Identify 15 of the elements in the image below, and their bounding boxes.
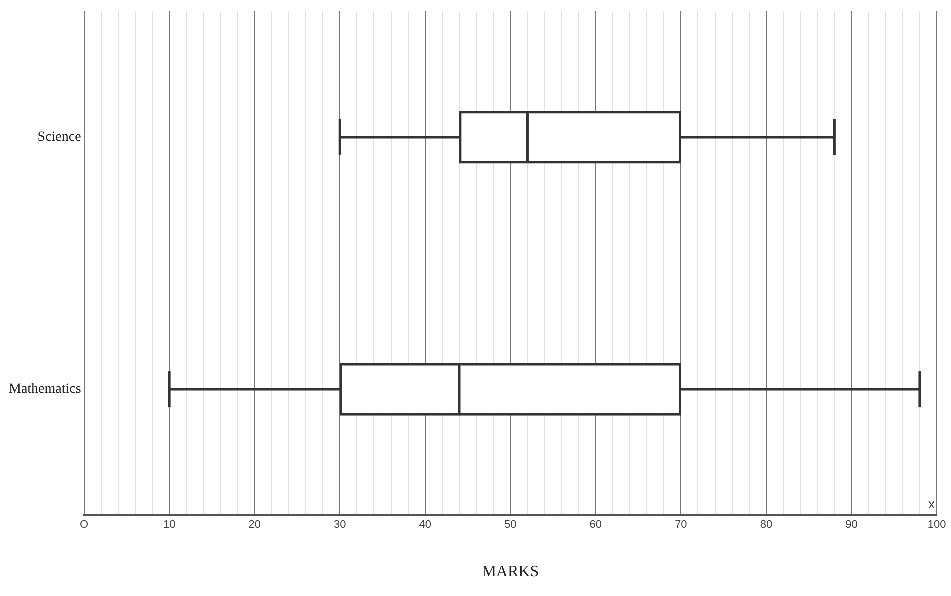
x-tick-label: 80 (760, 519, 773, 532)
x-tick-label: 60 (590, 519, 602, 532)
annotation: x (928, 496, 936, 512)
x-tick-label: 90 (846, 519, 858, 532)
y-tick-label: Science (38, 130, 82, 146)
x-tick-label: 40 (419, 519, 432, 532)
x-tick-label: 10 (163, 519, 176, 532)
x-tick-label: O (80, 519, 90, 532)
x-tick-label: 70 (675, 519, 688, 532)
x-tick-label: 20 (248, 519, 261, 532)
y-tick-label: Mathematics (9, 382, 82, 398)
x-tick-label: 50 (504, 519, 517, 532)
x-tick-label: 100 (928, 519, 946, 532)
x-axis-title: MARKS (482, 564, 540, 581)
x-tick-label: 30 (334, 519, 346, 532)
